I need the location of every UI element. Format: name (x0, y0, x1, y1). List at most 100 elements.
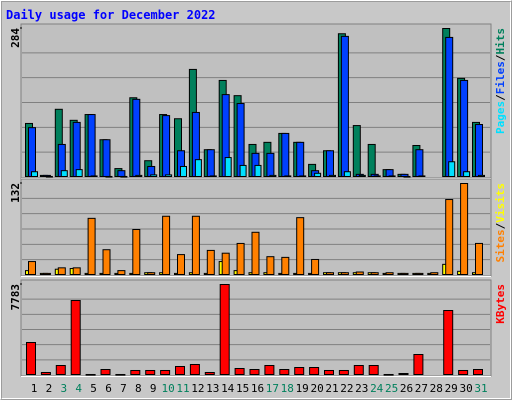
x-tick-label: 18 (281, 382, 294, 395)
bar (473, 369, 483, 375)
bar (266, 256, 275, 276)
bar (105, 175, 113, 178)
bar (383, 373, 394, 376)
bar (445, 199, 454, 275)
bar (42, 272, 51, 275)
bar (70, 300, 81, 376)
x-tick-label: 30 (459, 382, 472, 395)
bar (221, 252, 230, 276)
x-tick-label: 29 (445, 382, 458, 395)
bar (460, 183, 469, 275)
bar (206, 249, 215, 275)
legend-separator: / (494, 94, 507, 101)
bar (189, 363, 200, 375)
bar (269, 174, 277, 178)
bar (254, 164, 262, 178)
bar (117, 270, 126, 276)
bar (236, 242, 245, 275)
bar (100, 369, 111, 375)
bar (415, 272, 424, 275)
x-tick-label: 1 (31, 382, 38, 395)
bar (87, 217, 96, 275)
bar (130, 369, 141, 375)
bar (385, 272, 394, 276)
bar (87, 114, 96, 177)
bar (343, 171, 351, 177)
bar (147, 272, 156, 276)
bar (314, 172, 322, 177)
x-tick-label: 19 (296, 382, 309, 395)
bar (398, 373, 409, 375)
bar (443, 310, 454, 375)
x-tick-label: 14 (221, 382, 235, 395)
legend: Pages/Files/Hits (494, 28, 507, 134)
x-tick-label: 31 (474, 382, 487, 395)
bar (31, 171, 38, 177)
bar (72, 267, 81, 276)
x-tick-label: 17 (266, 382, 279, 395)
x-tick-label: 9 (150, 382, 157, 395)
bar (430, 272, 439, 276)
x-tick-label: 13 (206, 382, 219, 395)
x-tick-label: 25 (385, 382, 398, 395)
x-tick-label: 8 (135, 382, 142, 395)
bar (400, 272, 409, 275)
bar (460, 79, 469, 177)
legend-entry: Sites (494, 229, 507, 262)
x-tick-label: 2 (46, 382, 53, 395)
x-tick-label: 10 (161, 382, 174, 395)
bar (60, 170, 68, 178)
bar (415, 149, 424, 178)
legend-entry: Files (494, 61, 507, 94)
x-tick-label: 21 (325, 382, 338, 395)
bar (102, 249, 111, 276)
bar (266, 152, 275, 177)
bar (358, 174, 366, 178)
bar (279, 369, 290, 375)
bar (72, 121, 81, 177)
bar (445, 36, 454, 177)
bar (294, 367, 305, 375)
bar (204, 371, 215, 375)
bar (309, 367, 320, 375)
bar (353, 365, 364, 375)
bar (458, 369, 469, 375)
x-tick-label: 23 (355, 382, 368, 395)
bar (296, 141, 305, 177)
bar (338, 369, 349, 375)
bar (299, 175, 307, 177)
bar (249, 369, 260, 375)
x-tick-label: 15 (236, 382, 249, 395)
bar (413, 354, 424, 375)
legend-entry: Pages (494, 101, 507, 134)
bar (132, 229, 141, 275)
bar (329, 174, 336, 178)
bar (251, 231, 260, 275)
x-tick-label: 5 (90, 382, 97, 395)
bar (145, 369, 156, 375)
x-tick-label: 28 (430, 382, 443, 395)
bar (45, 175, 53, 178)
bar (368, 365, 379, 375)
bar (475, 124, 483, 178)
bar (175, 365, 185, 375)
bar (162, 215, 171, 275)
bar (355, 271, 364, 275)
bar (162, 115, 171, 178)
x-tick-label: 16 (251, 382, 264, 395)
bar (219, 284, 230, 375)
bar (180, 165, 187, 177)
bar (234, 367, 245, 375)
legend-entry: Visits (494, 183, 507, 223)
legend-separator: / (494, 54, 507, 61)
bar (160, 369, 171, 375)
x-tick-label: 20 (310, 382, 323, 395)
x-tick-label: 24 (370, 382, 384, 395)
x-tick-label: 7 (120, 382, 127, 395)
legend: KBytes (494, 284, 507, 324)
bar (117, 170, 126, 178)
legend-entry: Hits (494, 28, 507, 55)
bar (165, 174, 173, 177)
